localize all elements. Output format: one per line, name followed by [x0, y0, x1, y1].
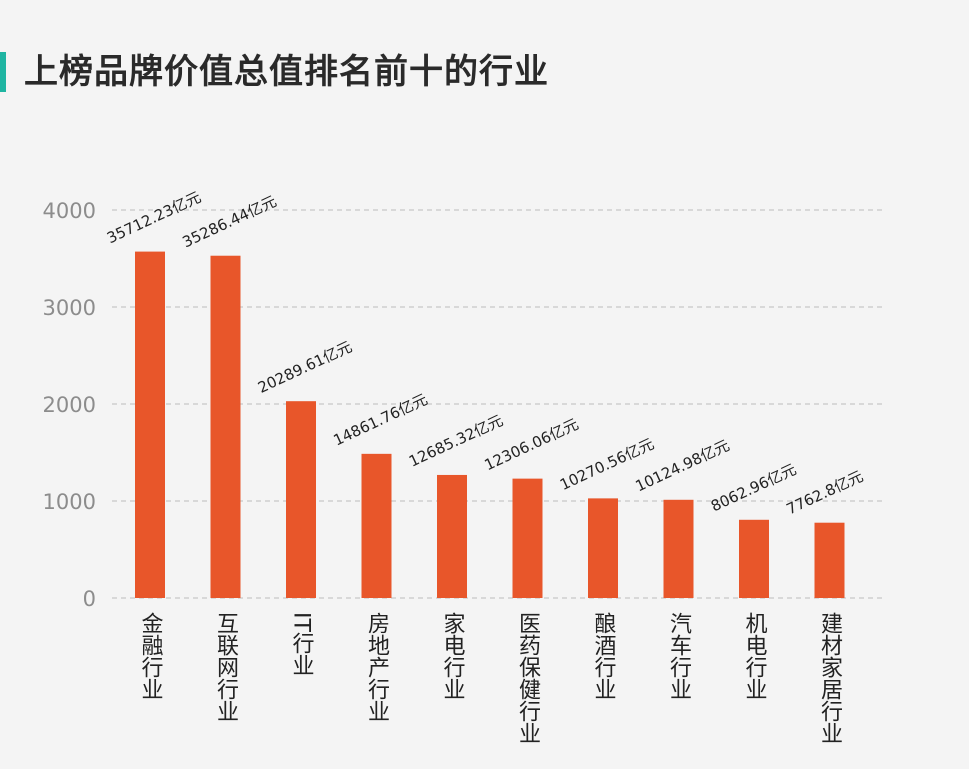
- data-label: 20289.61亿元: [255, 338, 355, 397]
- chart-title: 上榜品牌价值总值排名前十的行业: [24, 52, 549, 92]
- x-category-label: 金融行业: [138, 612, 164, 700]
- title-accent-bar: [0, 52, 6, 92]
- bar-2: [210, 255, 241, 598]
- x-category-label: 医药保健行业: [515, 612, 541, 744]
- y-tick-label: 3000: [43, 296, 96, 320]
- bar-3: [286, 401, 316, 598]
- x-category-label: 建材家居行业: [817, 612, 843, 744]
- bar-8: [663, 499, 694, 598]
- bar-4: [361, 453, 392, 598]
- bar-9: [739, 519, 769, 598]
- x-category-label: 家电行业: [440, 612, 466, 700]
- y-tick-label: 4000: [43, 199, 96, 223]
- x-category-label: 房地产行业: [364, 612, 390, 722]
- y-tick-label: 2000: [43, 393, 96, 417]
- y-tick-label: 1000: [43, 490, 96, 514]
- y-tick-label: 0: [83, 587, 96, 611]
- x-category-label: IT行业: [289, 612, 315, 676]
- bar-6: [512, 478, 543, 598]
- bar-7: [588, 498, 618, 598]
- x-category-label: 汽车行业: [666, 612, 692, 700]
- bar-10: [814, 522, 845, 598]
- data-label: 14861.76亿元: [331, 390, 431, 449]
- x-category-label: 互联网行业: [213, 612, 239, 722]
- bar-5: [437, 474, 467, 598]
- x-category-label: 机电行业: [742, 612, 768, 700]
- bar-1: [135, 251, 165, 598]
- x-category-label: 酿酒行业: [591, 612, 617, 700]
